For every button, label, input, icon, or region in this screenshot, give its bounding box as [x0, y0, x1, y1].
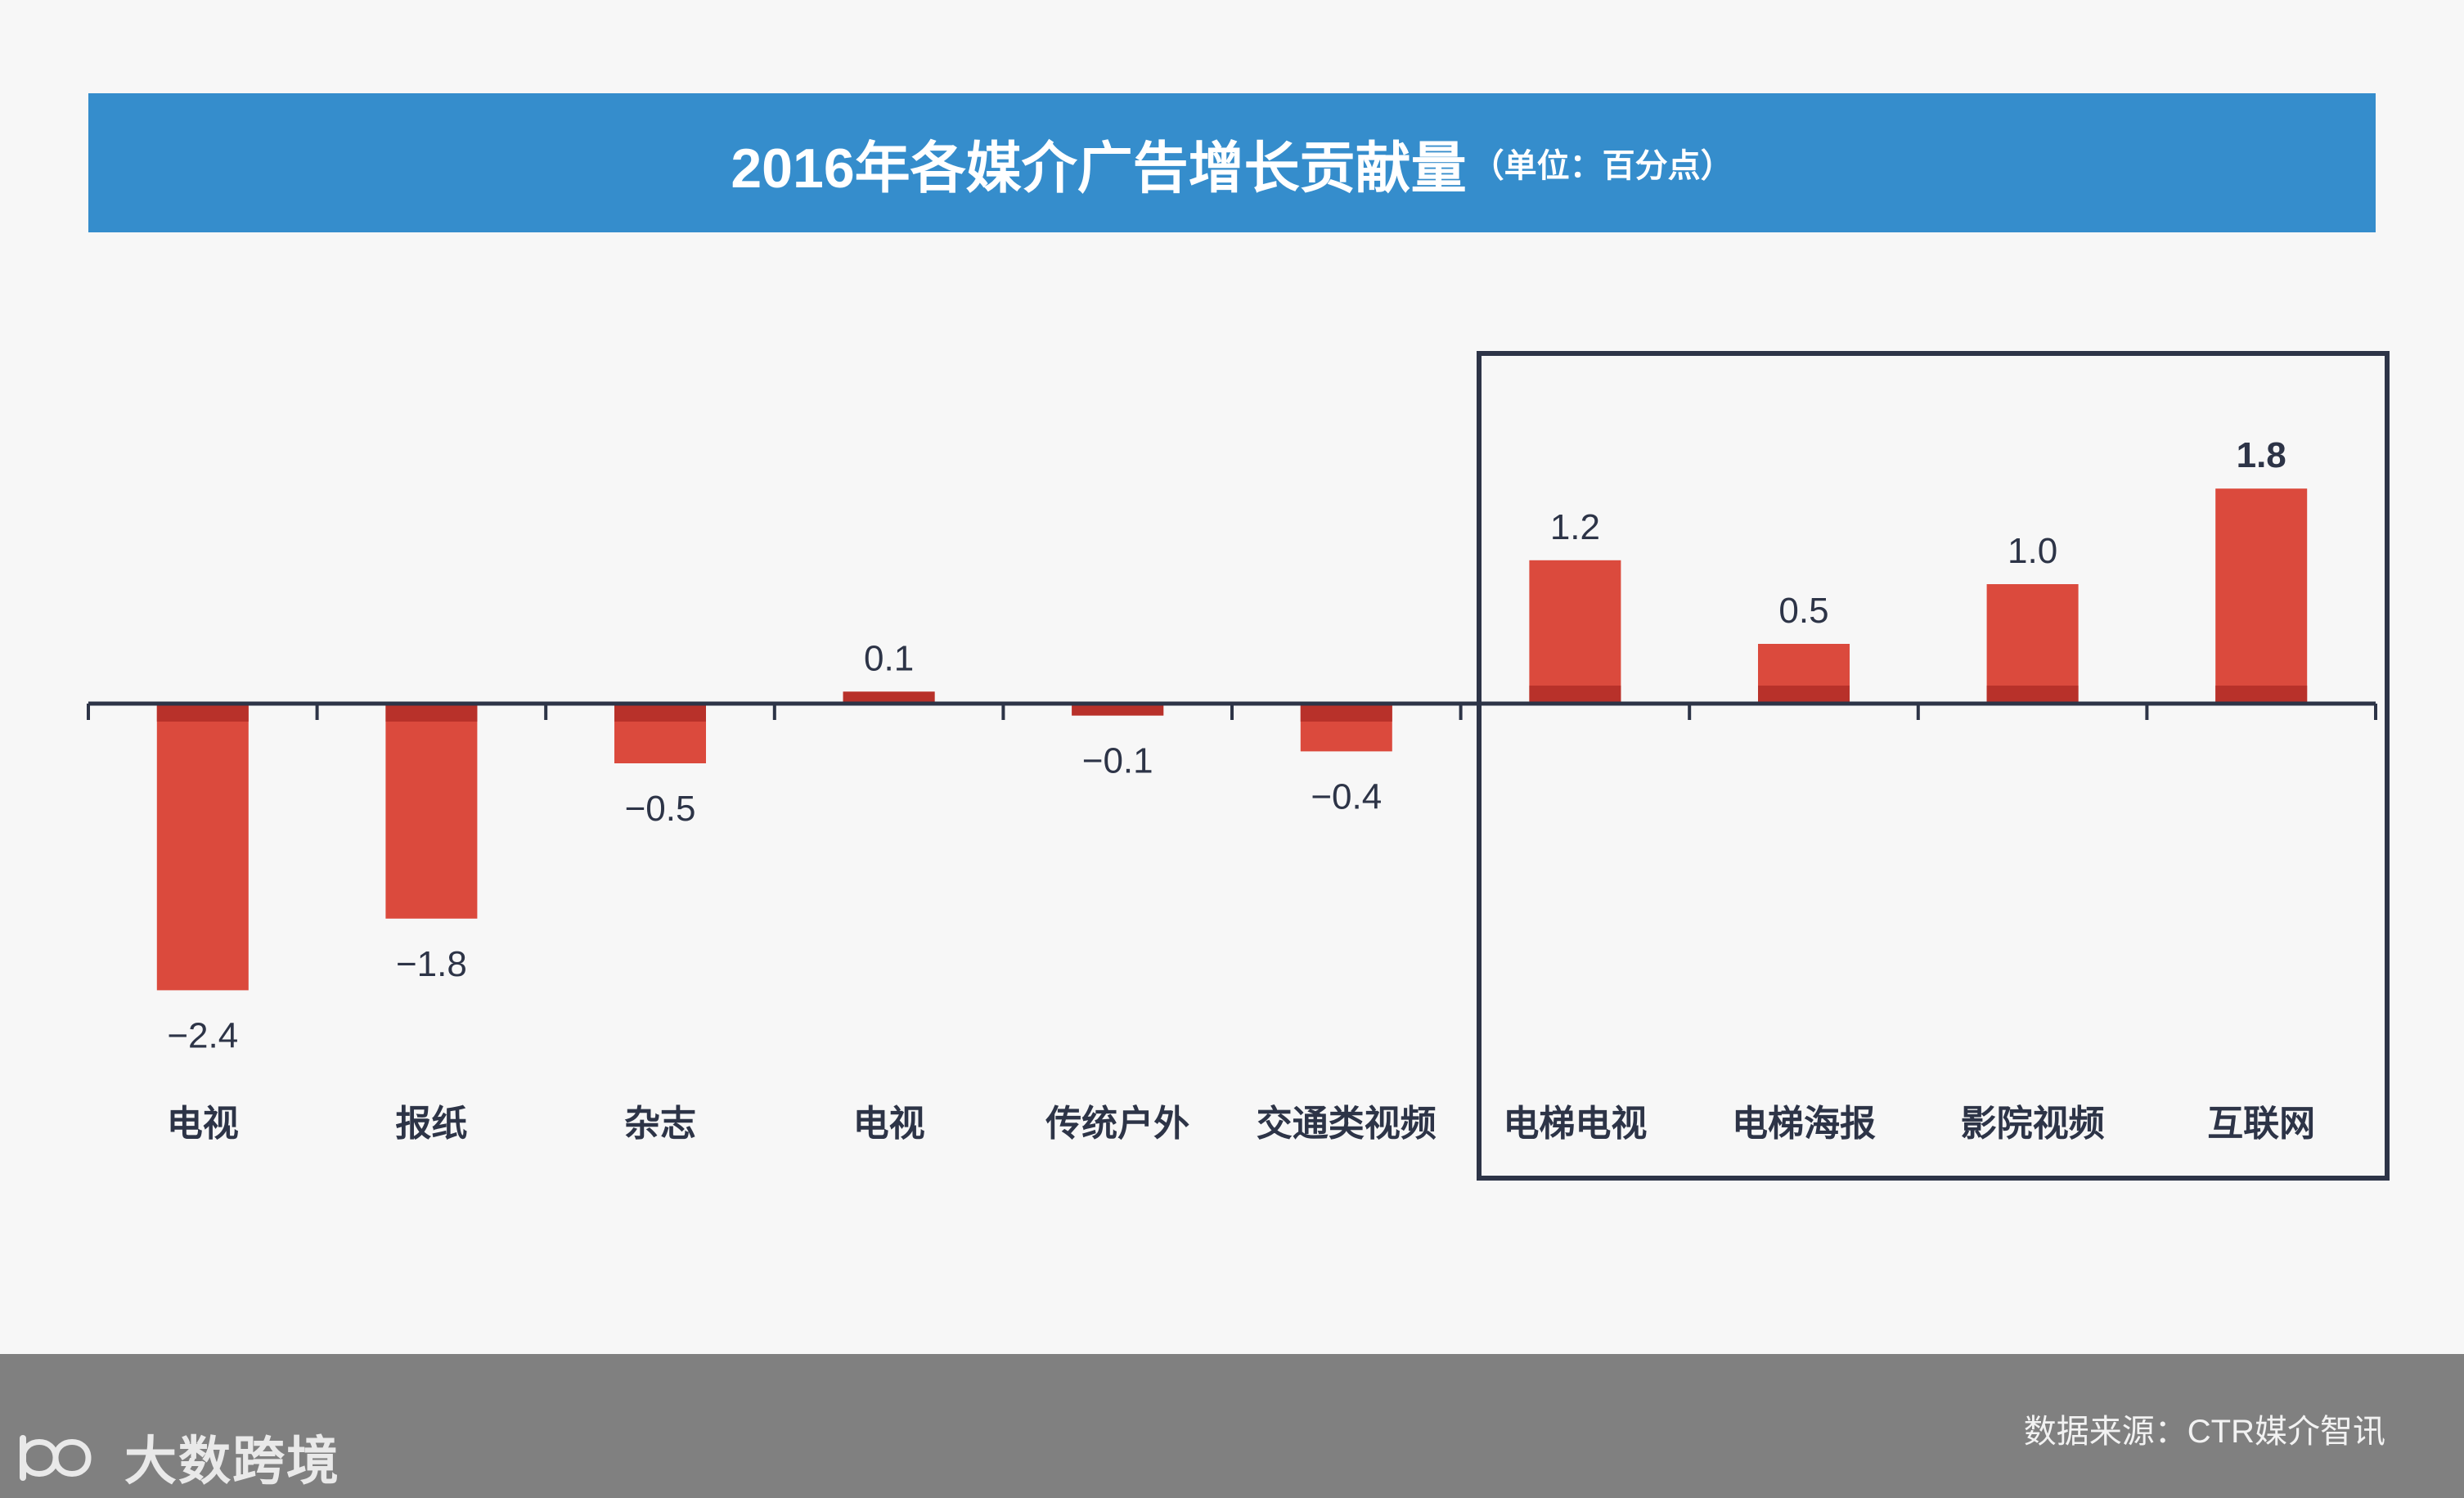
category-label-3: 电视: [853, 1104, 925, 1144]
bar-base-5: [1300, 704, 1392, 722]
category-label-1: 报纸: [395, 1104, 467, 1144]
value-label-4: −0.1: [1082, 741, 1153, 781]
value-label-1: −1.8: [396, 944, 467, 984]
value-label-3: 0.1: [864, 638, 914, 678]
category-label-4: 传统户外: [1045, 1104, 1189, 1144]
chart-unit: （单位：百分点）: [1471, 148, 1733, 184]
chart-title-bar: 2016年各媒介广告增长贡献量 （单位：百分点）: [88, 93, 2376, 232]
value-label-2: −0.5: [625, 789, 696, 829]
data-source: 数据来源：CTR媒介智讯: [2023, 1414, 2385, 1450]
value-label-6: 1.2: [1550, 507, 1600, 547]
category-label-5: 交通类视频: [1257, 1104, 1437, 1144]
highlight-box: [1477, 351, 2390, 1181]
bar-base-4: [1072, 704, 1164, 716]
value-label-7: 0.5: [1778, 591, 1828, 631]
value-label-8: 1.0: [2008, 531, 2057, 571]
bar-base-2: [614, 704, 706, 722]
value-label-9: 1.8: [2237, 435, 2286, 475]
bar-base-8: [1986, 686, 2079, 704]
infinity-logo-icon: [20, 1435, 92, 1481]
category-label-2: 杂志: [624, 1104, 696, 1144]
bar-1: [385, 704, 478, 919]
category-label-6: 电梯电视: [1503, 1104, 1647, 1144]
category-label-7: 电梯海报: [1732, 1104, 1876, 1144]
footer-bar: 大数跨境 数据来源：CTR媒介智讯: [0, 1354, 2464, 1498]
value-label-5: −0.4: [1311, 776, 1382, 816]
bar-base-9: [2215, 686, 2308, 704]
logo-text: 大数跨境: [124, 1432, 340, 1491]
chart-title: 2016年各媒介广告增长贡献量: [731, 137, 1467, 200]
brand-logo: 大数跨境: [15, 1419, 340, 1495]
category-label-9: 互联网: [2207, 1104, 2315, 1144]
bar-9: [2215, 488, 2308, 704]
value-label-0: −2.4: [167, 1015, 238, 1055]
bar-8: [1986, 584, 2079, 704]
bar-6: [1529, 560, 1621, 704]
bar-chart: −2.4 电视 −1.8 报纸 −0.5 杂志 0.1 电视 −0.1 传统户外 −0.4 交通类视频…: [87, 351, 2390, 1181]
category-label-8: 影院视频: [1961, 1104, 2105, 1144]
bar-base-7: [1758, 686, 1850, 704]
bar-base-1: [385, 704, 478, 722]
bar-0: [156, 704, 249, 991]
bar-base-6: [1529, 686, 1621, 704]
bar-base-3: [843, 691, 935, 704]
category-label-0: 电视: [167, 1104, 239, 1144]
bar-base-0: [156, 704, 249, 722]
